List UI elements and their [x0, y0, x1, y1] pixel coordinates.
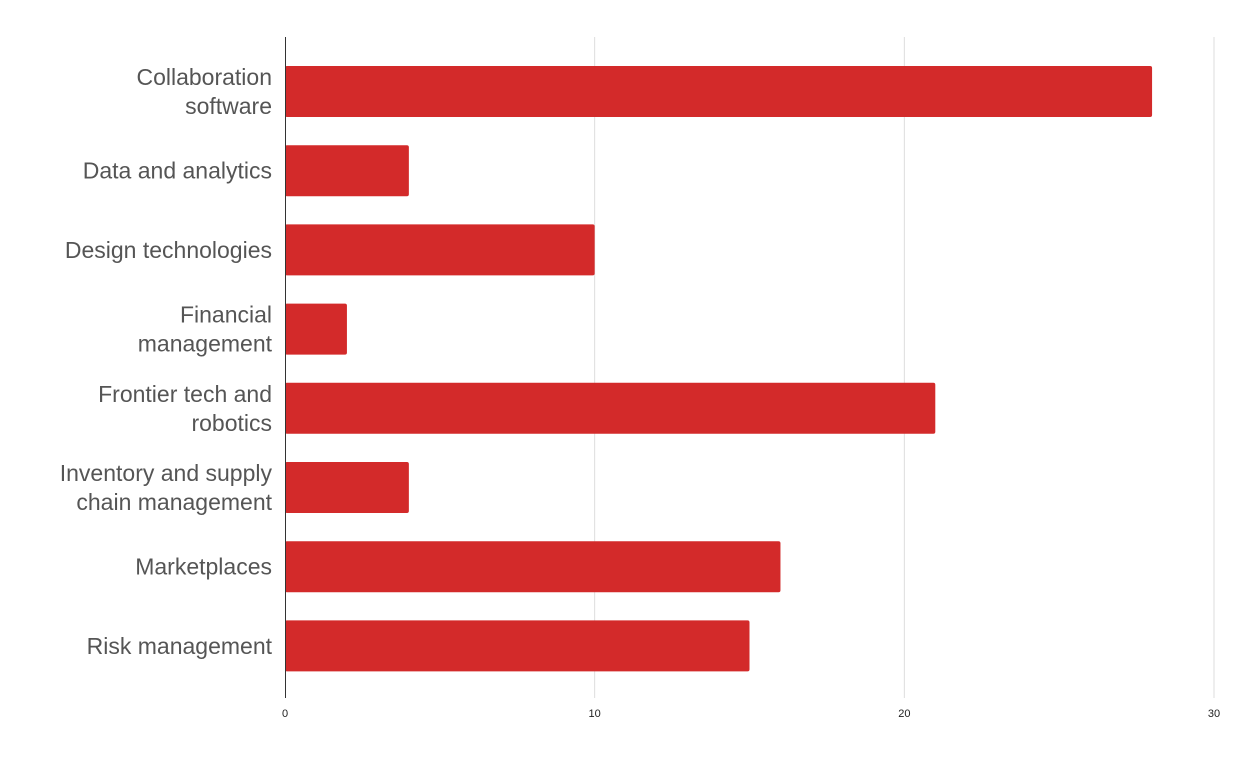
category-labels: Collaboration software Data and analytics D… [60, 64, 273, 659]
bar-1 [285, 145, 409, 197]
bars [285, 66, 1153, 672]
category-label: Inventory and supply chain management [60, 460, 273, 515]
category-label: Design technologies [65, 237, 272, 263]
category-label: Frontier tech and robotics [98, 381, 272, 436]
category-label: Collaboration software [136, 64, 272, 119]
bar-0 [285, 66, 1153, 117]
category-label: Financial management [138, 302, 273, 357]
bar-4 [285, 382, 936, 434]
bar-3 [285, 303, 347, 355]
category-label: Risk management [87, 633, 273, 659]
bar-7 [285, 620, 750, 672]
x-tick-label-20: 20 [898, 708, 910, 720]
category-label: Marketplaces [135, 554, 272, 580]
gridlines [594, 37, 1215, 698]
bar-5 [285, 462, 409, 513]
x-tick-label-10: 10 [589, 708, 601, 720]
bar-2 [285, 224, 595, 276]
x-tick-label-0: 0 [282, 708, 288, 720]
x-tick-labels: 0 10 20 30 [282, 708, 1220, 720]
category-label: Data and analytics [83, 158, 272, 184]
x-tick-label-30: 30 [1208, 708, 1220, 720]
bar-6 [285, 541, 781, 593]
